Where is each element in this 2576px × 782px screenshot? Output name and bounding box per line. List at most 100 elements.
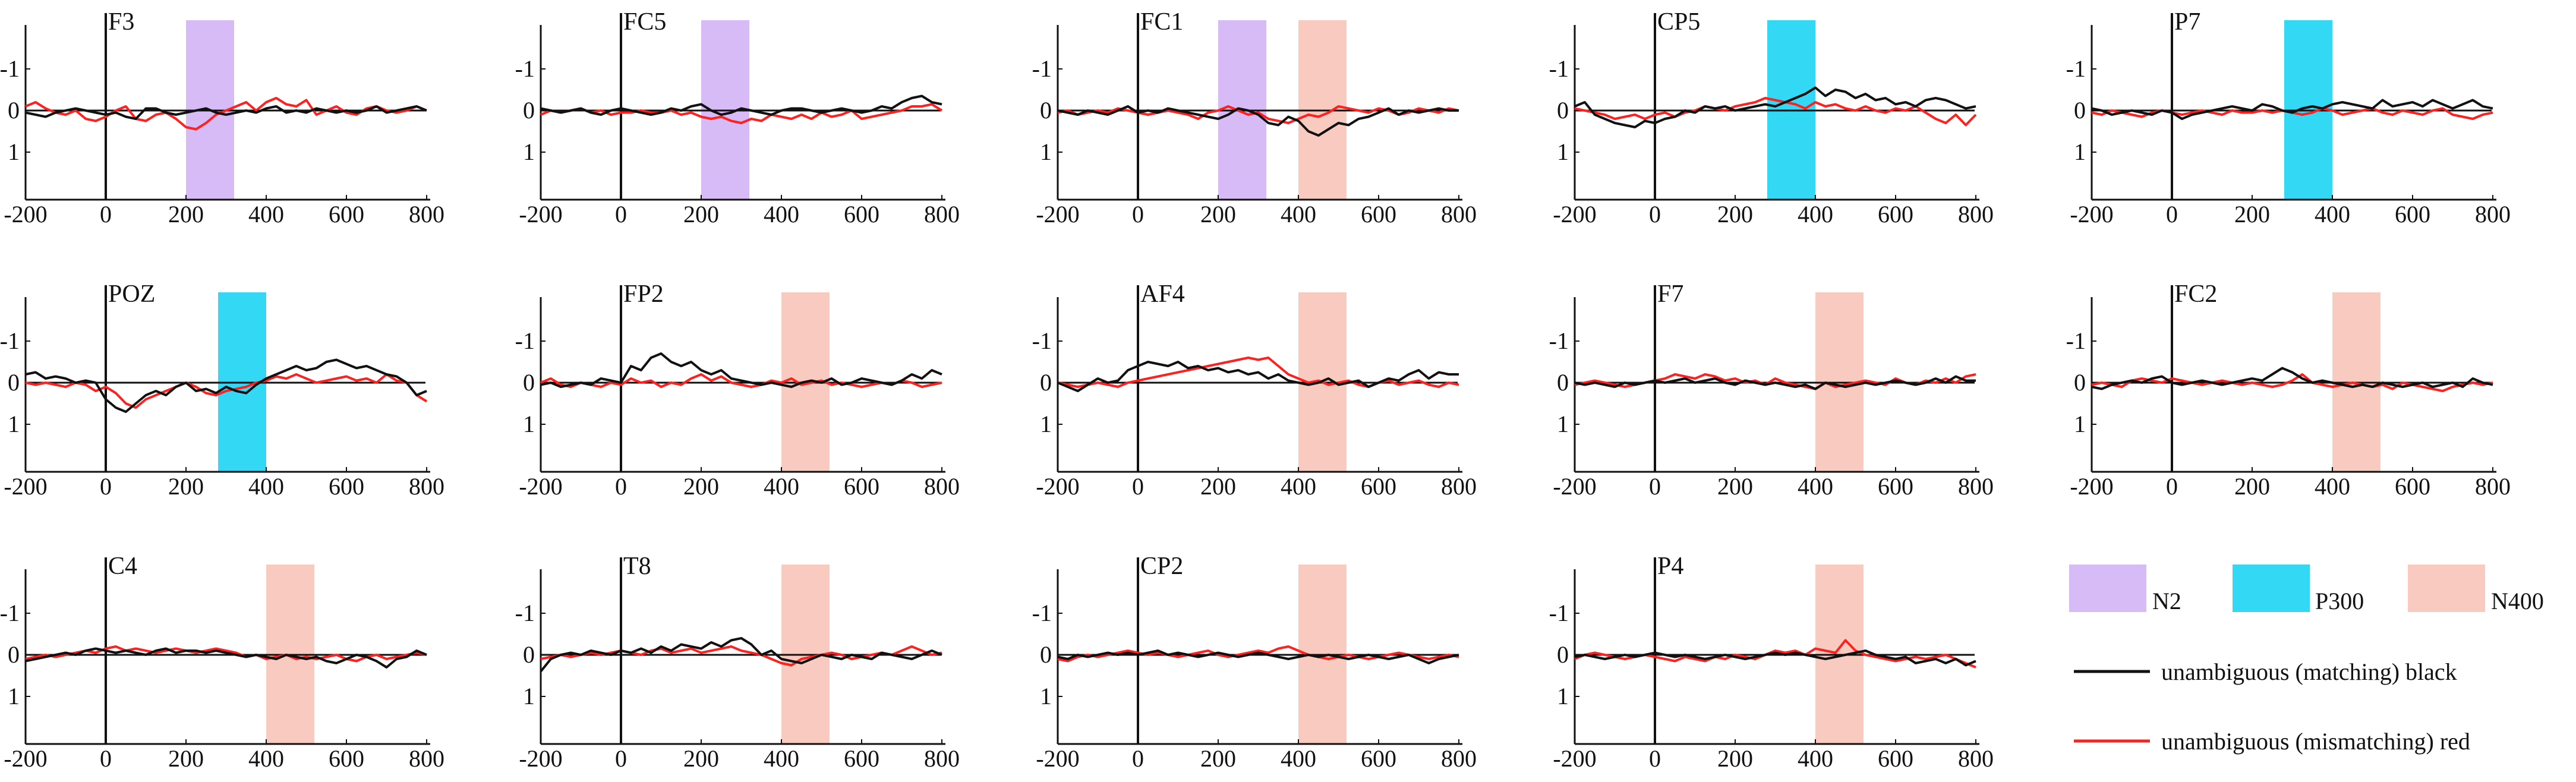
ytick-label-af4: -1	[1032, 327, 1052, 354]
ytick-label-fp2: -1	[515, 327, 535, 354]
panel-f3: -1 0 1 -200 0 200 400 600 800 F3	[0, 8, 444, 228]
series-matching-p7	[2091, 99, 2493, 120]
ytick-label-poz: -1	[0, 327, 20, 354]
ytick-label-p7: -1	[2066, 55, 2086, 82]
ytick-label-cp5: 1	[1557, 138, 1569, 165]
legend-label-mismatching: unambiguous (mismatching) red	[2161, 728, 2470, 755]
xtick-label-poz: 200	[168, 473, 204, 500]
xtick-label-fc5: -200	[519, 201, 562, 228]
panel-fp2: -1 0 1 -200 0 200 400 600 800 FP2	[515, 280, 960, 500]
xtick-label-cp2: 200	[1200, 745, 1236, 772]
legend: N2 P300 N400 unambiguous (matching) blac…	[2069, 565, 2544, 755]
series-mismatching-af4	[1057, 357, 1459, 388]
xtick-label-fc2: 0	[2166, 473, 2178, 500]
ytick-label-fc1: 1	[1040, 138, 1052, 165]
ytick-label-p4: -1	[1549, 600, 1569, 626]
panel-p7: -1 0 1 -200 0 200 400 600 800 P7	[2066, 8, 2511, 228]
panel-poz: -1 0 1 -200 0 200 400 600 800 POZ	[0, 280, 444, 500]
electrode-label-af4: AF4	[1140, 280, 1185, 308]
ytick-label-p7: 0	[2074, 97, 2086, 124]
ytick-label-poz: 1	[8, 411, 20, 437]
ytick-label-t8: -1	[515, 600, 535, 626]
series-mismatching-fp2	[540, 373, 942, 388]
xtick-label-c4: 600	[329, 745, 364, 772]
electrode-label-f3: F3	[108, 8, 134, 36]
xtick-label-t8: 400	[764, 745, 799, 772]
panel-af4: -1 0 1 -200 0 200 400 600 800 AF4	[1032, 280, 1477, 500]
series-matching-fc5	[540, 94, 942, 116]
ytick-label-f7: 1	[1557, 411, 1569, 437]
electrode-label-fc5: FC5	[623, 8, 666, 36]
ytick-label-f7: -1	[1549, 327, 1569, 354]
ytick-label-fc5: 0	[523, 97, 535, 124]
electrode-label-c4: C4	[108, 553, 137, 580]
ytick-label-p7: 1	[2074, 138, 2086, 165]
xtick-label-p4: 0	[1649, 745, 1661, 772]
xtick-label-f7: 0	[1649, 473, 1661, 500]
xtick-label-f7: -200	[1553, 473, 1596, 500]
xtick-label-af4: -200	[1036, 473, 1079, 500]
xtick-label-poz: 400	[248, 473, 284, 500]
legend-swatch-p300	[2233, 565, 2310, 612]
series-mismatching-cp2	[1057, 645, 1459, 663]
xtick-label-fc2: 400	[2315, 473, 2350, 500]
electrode-label-poz: POZ	[108, 280, 155, 308]
ytick-label-fc5: -1	[515, 55, 535, 82]
electrode-label-fp2: FP2	[623, 280, 664, 308]
xtick-label-fc5: 400	[764, 201, 799, 228]
series-matching-poz	[25, 358, 427, 413]
ytick-label-cp2: 0	[1040, 641, 1052, 668]
xtick-label-cp2: 0	[1132, 745, 1144, 772]
series-matching-fp2	[540, 352, 942, 388]
xtick-label-fc5: 0	[615, 201, 627, 228]
xtick-label-cp5: -200	[1553, 201, 1596, 228]
panel-fc5: -1 0 1 -200 0 200 400 600 800 FC5	[515, 8, 960, 228]
xtick-label-p4: 600	[1878, 745, 1913, 772]
xtick-label-cp5: 600	[1878, 201, 1913, 228]
ytick-label-cp2: -1	[1032, 600, 1052, 626]
xtick-label-poz: 600	[329, 473, 364, 500]
ytick-label-fp2: 1	[523, 411, 535, 437]
electrode-label-p7: P7	[2174, 8, 2200, 36]
panel-p4: -1 0 1 -200 0 200 400 600 800 P4	[1549, 553, 1994, 772]
xtick-label-fp2: 0	[615, 473, 627, 500]
panel-fc1: -1 0 1 -200 0 200 400 600 800 FC1	[1032, 8, 1477, 228]
xtick-label-p4: 400	[1798, 745, 1833, 772]
series-matching-f7	[1574, 375, 1976, 390]
xtick-label-c4: -200	[4, 745, 47, 772]
xtick-label-fc1: -200	[1036, 201, 1079, 228]
ytick-label-p4: 0	[1557, 641, 1569, 668]
series-matching-t8	[540, 637, 942, 673]
series-matching-cp5	[1574, 86, 1976, 128]
xtick-label-c4: 0	[100, 745, 112, 772]
xtick-label-fc1: 200	[1200, 201, 1236, 228]
xtick-label-fp2: 600	[844, 473, 879, 500]
xtick-label-p7: 400	[2315, 201, 2350, 228]
xtick-label-cp2: -200	[1036, 745, 1079, 772]
electrode-label-cp2: CP2	[1140, 553, 1183, 580]
xtick-label-t8: -200	[519, 745, 562, 772]
series-mismatching-poz	[25, 373, 428, 409]
legend-swatch-n400	[2408, 565, 2485, 612]
electrode-label-fc2: FC2	[2174, 280, 2217, 308]
xtick-label-c4: 800	[409, 745, 444, 772]
xtick-label-t8: 800	[924, 745, 960, 772]
xtick-label-fc2: 200	[2234, 473, 2270, 500]
xtick-label-cp2: 600	[1361, 745, 1396, 772]
xtick-label-p4: -200	[1553, 745, 1596, 772]
xtick-label-poz: 800	[409, 473, 444, 500]
xtick-label-cp5: 400	[1798, 201, 1833, 228]
panel-fc2: -1 0 1 -200 0 200 400 600 800 FC2	[2066, 280, 2511, 500]
series-mismatching-t8	[540, 645, 942, 667]
electrode-label-p4: P4	[1657, 553, 1683, 580]
xtick-label-poz: 0	[100, 473, 112, 500]
xtick-label-fp2: 400	[764, 473, 799, 500]
series-mismatching-fc2	[2091, 373, 2493, 392]
panel-cp2: -1 0 1 -200 0 200 400 600 800 CP2	[1032, 553, 1477, 772]
ytick-label-c4: -1	[0, 600, 20, 626]
ytick-label-fc2: 0	[2074, 369, 2086, 396]
xtick-label-af4: 600	[1361, 473, 1396, 500]
xtick-label-p4: 200	[1717, 745, 1753, 772]
ytick-label-t8: 1	[523, 683, 535, 710]
xtick-label-af4: 0	[1132, 473, 1144, 500]
